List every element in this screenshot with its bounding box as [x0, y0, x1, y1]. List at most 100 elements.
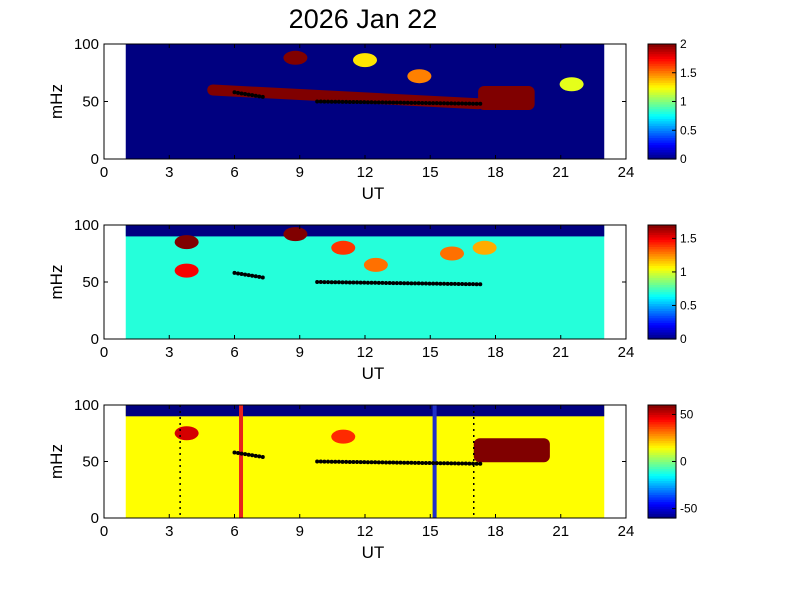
figure-title: 2026 Jan 22	[289, 4, 438, 34]
colorbar-segment	[648, 229, 676, 233]
colorbar-segment	[648, 510, 676, 514]
colorbar-segment	[648, 227, 676, 231]
marker-point	[239, 91, 244, 96]
colorbar-tick-label: 1	[680, 265, 687, 279]
marker-point	[413, 281, 418, 286]
marker-point	[347, 99, 352, 104]
top-cutoff-region	[125, 225, 605, 237]
x-tick-label: 12	[357, 523, 374, 540]
colorbar-segment	[648, 426, 676, 430]
marker-point	[456, 101, 461, 106]
colorbar-segment	[648, 320, 676, 323]
marker-point	[333, 99, 338, 104]
colorbar-segment	[648, 423, 676, 427]
colorbar-segment	[648, 258, 676, 262]
marker-point	[409, 281, 414, 286]
marker-point	[246, 92, 251, 97]
marker-point	[358, 280, 363, 285]
chart-panel: 0 3 6 9 12 15 18 21 24 0 50 100 UT mHz 0 0.5 1 1.5 2	[47, 36, 697, 203]
colorbar-segment	[648, 51, 676, 55]
y-tick-label: 0	[91, 151, 99, 168]
marker-point	[329, 459, 334, 464]
colorbar-segment	[648, 123, 676, 127]
x-tick-label: 24	[618, 523, 635, 540]
marker-point	[260, 454, 265, 459]
marker-point	[347, 459, 352, 464]
colorbar-segment	[648, 286, 676, 290]
x-tick-label: 12	[357, 164, 374, 181]
colorbar-segment	[648, 58, 676, 62]
x-tick-label: 18	[487, 164, 504, 181]
marker-point	[329, 280, 334, 285]
x-tick-label: 21	[552, 344, 569, 361]
colorbar-segment	[648, 492, 676, 496]
marker-point	[427, 281, 432, 286]
marker-point	[384, 460, 389, 465]
marker-point	[246, 452, 251, 457]
colorbar-segment	[648, 435, 676, 439]
colorbar-segment	[648, 260, 676, 264]
x-tick-label: 9	[296, 523, 304, 540]
x-tick-label: 24	[618, 344, 635, 361]
marker-point	[478, 282, 483, 287]
marker-point	[257, 454, 262, 459]
marker-point	[318, 459, 323, 464]
colorbar-tick-label: 1	[680, 95, 687, 109]
marker-point	[409, 100, 414, 105]
colorbar-segment	[648, 135, 676, 139]
marker-point	[326, 280, 331, 285]
marker-point	[449, 101, 454, 106]
marker-point	[347, 280, 352, 285]
x-tick-label: 12	[357, 344, 374, 361]
colorbar-segment	[648, 241, 676, 245]
marker-point	[260, 94, 265, 99]
colorbar-segment	[648, 324, 676, 328]
colorbar-segment	[648, 289, 676, 293]
marker-point	[391, 281, 396, 286]
colorbar-segment	[648, 232, 676, 236]
colorbar-segment	[648, 154, 676, 158]
colorbar-segment	[648, 251, 676, 255]
marker-point	[253, 93, 258, 98]
colorbar-segment	[648, 501, 676, 505]
colorbar-segment	[648, 44, 676, 47]
marker-point	[467, 461, 472, 466]
marker-point	[250, 273, 255, 278]
colorbar-segment	[648, 301, 676, 304]
marker-point	[384, 100, 389, 105]
colorbar-segment	[648, 67, 676, 71]
marker-point	[463, 101, 468, 106]
colorbar-segment	[648, 277, 676, 281]
colorbar-tick-label: 2	[680, 37, 687, 51]
marker-point	[358, 460, 363, 465]
marker-point	[398, 281, 403, 286]
marker-point	[369, 460, 374, 465]
colorbar-segment	[648, 156, 676, 160]
colorbar-segment	[648, 496, 676, 500]
colorbar-segment	[648, 506, 676, 510]
feature-blob	[559, 77, 584, 92]
marker-point	[344, 459, 349, 464]
colorbar-segment	[648, 75, 676, 79]
colorbar-segment	[648, 508, 676, 512]
marker-point	[232, 270, 237, 275]
marker-point	[467, 282, 472, 287]
marker-point	[246, 273, 251, 278]
colorbar-segment	[648, 489, 676, 493]
marker-point	[452, 281, 457, 286]
marker-point	[257, 94, 262, 99]
colorbar-segment	[648, 103, 676, 107]
colorbar-segment	[648, 487, 676, 491]
top-cutoff-region	[125, 405, 605, 417]
marker-point	[384, 280, 389, 285]
marker-point	[250, 93, 255, 98]
marker-point	[445, 461, 450, 466]
marker-point	[315, 280, 320, 284]
colorbar-tick-label: 0	[680, 455, 687, 469]
marker-point	[463, 282, 468, 287]
marker-point	[416, 281, 421, 286]
x-tick-label: 24	[618, 164, 635, 181]
marker-point	[420, 281, 425, 286]
marker-point	[344, 99, 349, 104]
marker-point	[405, 100, 410, 105]
